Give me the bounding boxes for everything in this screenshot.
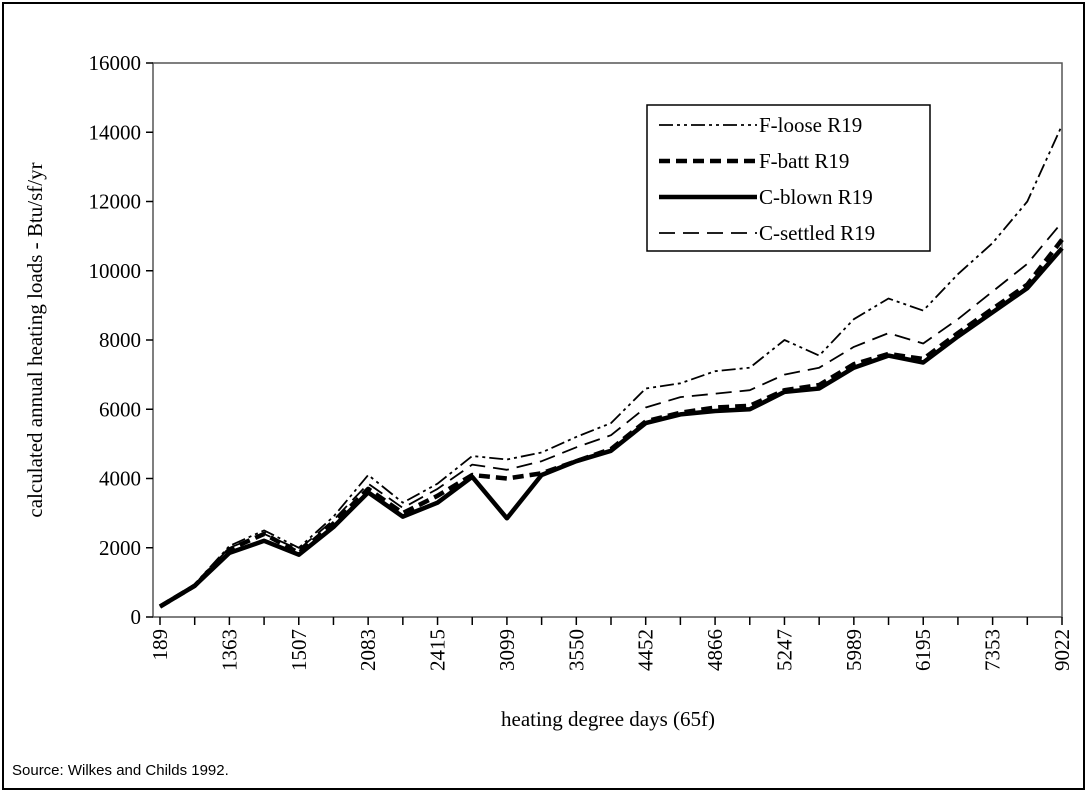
x-axis-label: heating degree days (65f) xyxy=(501,707,715,731)
legend-box xyxy=(646,104,931,252)
x-tick-label: 1363 xyxy=(217,629,241,671)
legend-label: C-blown R19 xyxy=(759,185,873,209)
y-axis-label: calculated annual heating loads - Btu/sf… xyxy=(23,162,47,517)
y-tick-label: 4000 xyxy=(99,467,141,491)
y-tick-label: 16000 xyxy=(89,51,142,75)
legend-label: C-settled R19 xyxy=(759,221,875,245)
y-tick-label: 10000 xyxy=(89,259,142,283)
x-tick-label: 3099 xyxy=(495,629,519,671)
x-tick-label: 9022 xyxy=(1050,629,1074,671)
x-tick-label: 2415 xyxy=(426,629,450,671)
series-line xyxy=(158,246,1064,609)
x-tick-label: 3550 xyxy=(564,629,588,671)
x-tick-label: 5989 xyxy=(842,629,866,671)
series-line xyxy=(159,221,1063,608)
y-tick-label: 14000 xyxy=(89,120,142,144)
x-tick-label: 1507 xyxy=(287,629,311,671)
series-line xyxy=(159,124,1063,608)
x-tick-label: 189 xyxy=(148,629,172,661)
legend-label: F-loose R19 xyxy=(759,113,862,137)
x-tick-label: 7353 xyxy=(981,629,1005,671)
legend-label: F-batt R19 xyxy=(759,149,849,173)
y-tick-label: 6000 xyxy=(99,397,141,421)
source: Source: Wilkes and Childs 1992. xyxy=(12,762,229,779)
x-tick-label: 4452 xyxy=(634,629,658,671)
y-tick-label: 8000 xyxy=(99,328,141,352)
y-tick-label: 12000 xyxy=(89,190,142,214)
y-tick-label: 2000 xyxy=(99,536,141,560)
x-tick-label: 2083 xyxy=(356,629,380,671)
y-tick-label: 0 xyxy=(131,605,142,629)
x-tick-label: 6195 xyxy=(911,629,935,671)
x-tick-label: 4866 xyxy=(703,629,727,671)
x-tick-label: 5247 xyxy=(772,629,796,671)
